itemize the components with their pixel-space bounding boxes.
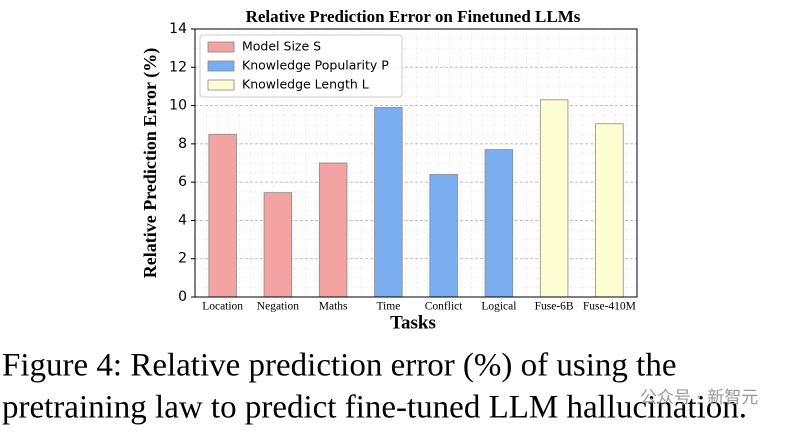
plot-frame xyxy=(194,28,638,298)
bar xyxy=(484,149,514,298)
legend-swatch xyxy=(207,79,235,91)
legend-label: Knowledge Popularity P xyxy=(242,58,389,73)
x-tick-label: Time xyxy=(376,301,400,313)
x-tick-label: Fuse-410M xyxy=(583,301,636,313)
y-tick-label: 4 xyxy=(178,212,187,228)
watermark: 公众号 · 新智元 xyxy=(640,388,758,408)
y-tick-label: 10 xyxy=(169,98,187,114)
y-tick-label: 8 xyxy=(178,136,187,152)
caption-line: pretraining law to predict fine-tuned LL… xyxy=(2,390,747,426)
bar xyxy=(263,192,293,298)
x-tick-label: Fuse-6B xyxy=(535,301,574,313)
legend-swatch xyxy=(207,60,235,72)
y-tick-label: 2 xyxy=(178,251,187,267)
x-tick-label: Conflict xyxy=(425,301,463,313)
bar xyxy=(539,99,569,298)
legend-box xyxy=(199,34,403,98)
chart-title: Relative Prediction Error on Finetuned L… xyxy=(246,7,581,26)
y-tick-label: 12 xyxy=(169,59,187,75)
legend-swatch xyxy=(207,41,235,53)
y-tick-label: 6 xyxy=(178,174,187,190)
x-tick-label: Location xyxy=(202,301,243,313)
bar xyxy=(595,123,624,298)
caption-line: Figure 4: Relative prediction error (%) … xyxy=(2,348,676,384)
x-axis-label: Tasks xyxy=(390,312,436,333)
x-tick-label: Logical xyxy=(481,301,516,313)
y-tick-label: 14 xyxy=(169,21,187,37)
x-tick-label: Negation xyxy=(257,301,299,313)
bar xyxy=(208,133,237,298)
bar xyxy=(374,107,403,298)
legend-label: Knowledge Length L xyxy=(242,77,369,92)
y-axis-label: Relative Prediction Error (%) xyxy=(140,48,161,278)
y-tick-label: 0 xyxy=(178,289,187,305)
legend-label: Model Size S xyxy=(242,39,321,54)
bar xyxy=(318,162,348,298)
x-tick-label: Maths xyxy=(319,301,348,313)
bar xyxy=(429,174,458,298)
